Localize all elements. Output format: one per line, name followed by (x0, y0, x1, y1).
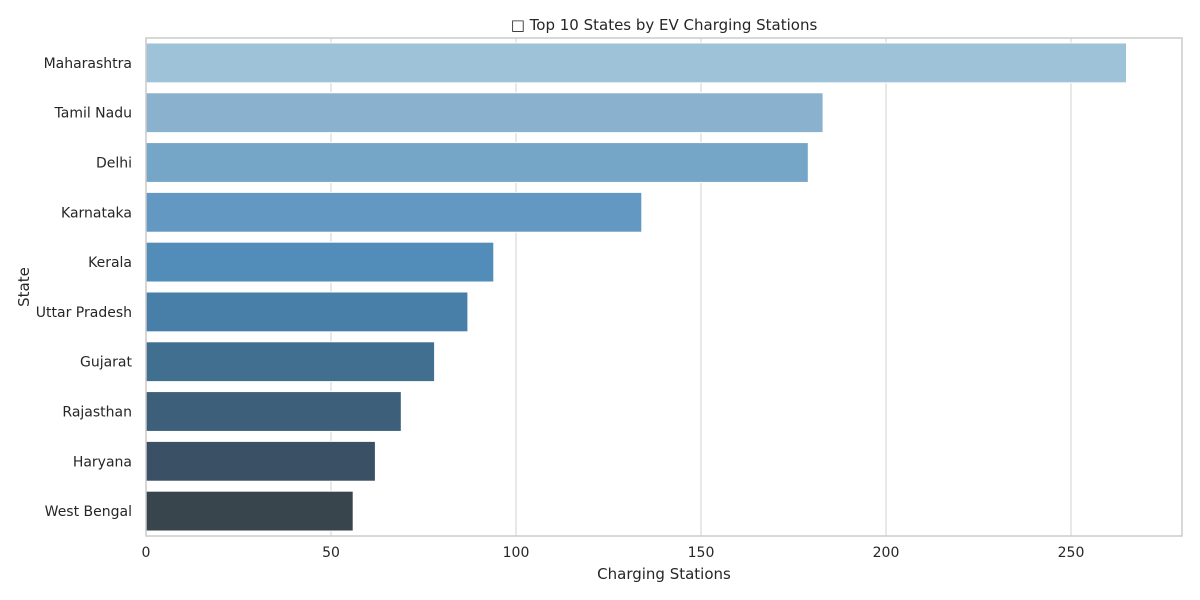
bar-kerala (145, 241, 495, 283)
y-tick-label: Kerala (88, 255, 132, 271)
x-tick-label: 150 (688, 545, 715, 561)
bar-west-bengal (145, 490, 354, 532)
bar-delhi (145, 142, 809, 183)
plot-frame (145, 37, 1183, 537)
x-tick-labels: 0 50 100 150 200 250 (142, 545, 1085, 561)
plot-border (145, 37, 1183, 537)
x-tick-label: 200 (873, 545, 900, 561)
x-tick-label: 250 (1058, 545, 1085, 561)
y-tick-label: Delhi (96, 156, 132, 172)
y-tick-label: Haryana (73, 454, 132, 470)
bar-uttar-pradesh (145, 291, 469, 333)
bar-tamil-nadu (145, 92, 824, 134)
x-axis-title: Charging Stations (597, 565, 731, 583)
y-tick-label: Rajasthan (62, 405, 132, 421)
y-tick-label: Uttar Pradesh (36, 305, 132, 321)
y-tick-label: West Bengal (45, 504, 132, 520)
y-tick-labels: Maharashtra Tamil Nadu Delhi Karnataka Keral… (36, 56, 133, 520)
bar-gujarat (145, 341, 436, 383)
bar-rajasthan (145, 391, 402, 432)
y-tick-label: Maharashtra (44, 56, 132, 72)
bar-karnataka (145, 191, 643, 233)
chart-title: □ Top 10 States by EV Charging Stations (511, 16, 818, 34)
y-tick-label: Gujarat (80, 355, 133, 371)
bar-maharashtra (145, 42, 1127, 84)
y-tick-label: Tamil Nadu (54, 106, 133, 122)
y-axis-title: State (15, 267, 33, 307)
x-tick-label: 100 (503, 545, 530, 561)
x-tick-label: 50 (322, 545, 340, 561)
bars (145, 42, 1127, 532)
y-tick-label: Karnataka (61, 205, 132, 221)
bar-haryana (145, 440, 376, 482)
x-tick-label: 0 (142, 545, 151, 561)
